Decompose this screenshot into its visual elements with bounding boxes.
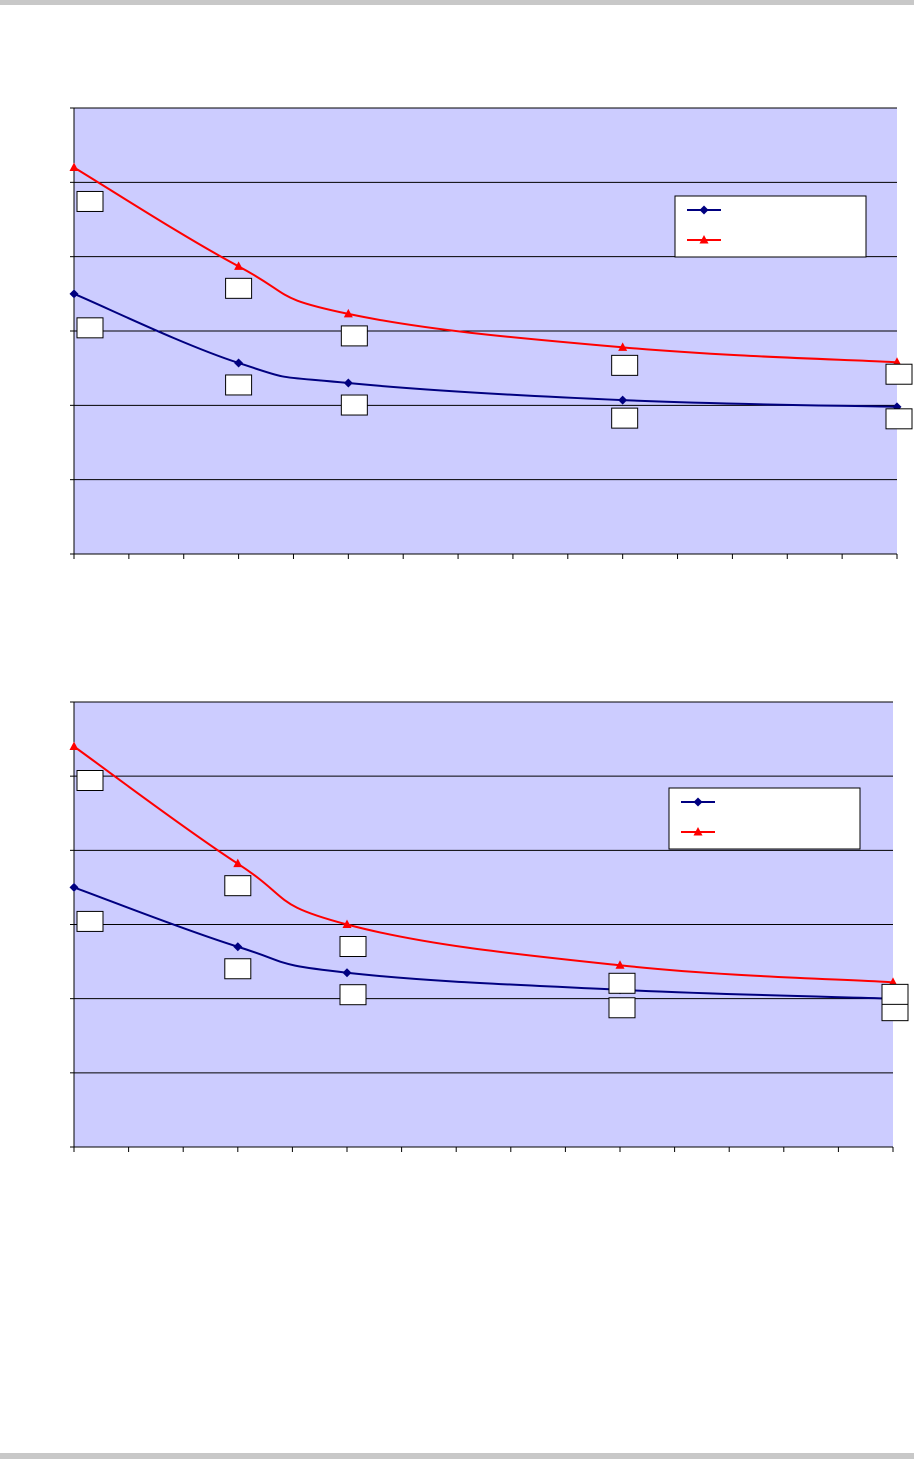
data-label-box-series-1 (225, 374, 253, 396)
data-point-series-1 (342, 968, 352, 978)
data-point-series-2 (342, 919, 352, 928)
series-line-2 (73, 166, 898, 364)
data-label-box-series-1 (608, 997, 636, 1019)
series-line-2 (73, 745, 894, 984)
data-point-series-2 (69, 162, 79, 171)
data-point-series-2 (615, 960, 625, 969)
data-point-series-1 (343, 378, 353, 388)
data-label-box-series-1 (339, 984, 367, 1006)
data-label-box-series-1 (224, 958, 252, 980)
top-rule (0, 0, 914, 5)
data-label-box-series-1 (340, 394, 368, 416)
data-point-series-2 (343, 308, 353, 318)
series-line-1 (73, 292, 898, 408)
data-point-series-1 (234, 358, 244, 368)
data-point-series-2 (892, 357, 902, 366)
legend-marker-1 (699, 205, 709, 215)
legend-marker-2 (693, 827, 703, 836)
data-point-series-1 (233, 942, 243, 952)
series-line-1 (73, 886, 894, 1000)
data-point-series-2 (618, 342, 628, 351)
legend-box (668, 787, 861, 850)
data-label-box-series-1 (611, 407, 639, 429)
line-chart-top (69, 107, 913, 559)
data-label-box-series-1 (76, 317, 104, 339)
legend-marker-1 (693, 797, 703, 807)
data-label-box-series-1 (76, 910, 104, 932)
data-point-series-1 (69, 882, 79, 892)
data-point-series-1 (69, 289, 79, 299)
data-point-series-2 (69, 741, 79, 750)
data-point-series-2 (888, 977, 898, 986)
data-label-box-series-2 (611, 354, 639, 376)
data-label-box-series-2 (885, 363, 913, 385)
data-label-box-series-2 (224, 875, 252, 897)
data-point-series-2 (233, 858, 243, 868)
data-label-box-series-1 (885, 408, 913, 430)
data-label-box-series-2 (339, 936, 367, 957)
bottom-rule (0, 1453, 914, 1459)
data-label-box-series-2 (340, 325, 368, 347)
data-point-series-1 (618, 395, 628, 405)
data-label-box-series-2 (881, 983, 909, 1005)
data-label-box-series-2 (76, 770, 104, 791)
data-point-series-2 (234, 261, 244, 270)
data-label-box-series-2 (76, 190, 104, 212)
legend-box (674, 195, 867, 258)
data-label-box-series-2 (608, 972, 636, 994)
legend-marker-2 (699, 235, 709, 244)
line-chart-bottom (69, 701, 909, 1152)
data-label-box-series-2 (225, 277, 253, 299)
